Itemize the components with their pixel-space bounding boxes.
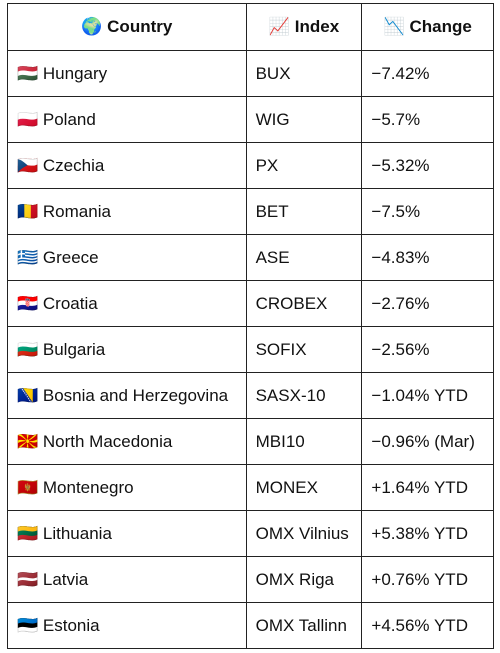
table-cell: −4.83%	[361, 234, 494, 281]
table-cell: SASX-10	[245, 372, 363, 419]
table-row: 🇭🇺 Hungary BUX −7.42%	[7, 50, 494, 97]
header-cell: 🌍 Country	[7, 3, 247, 51]
table-row: 🇱🇻 Latvia OMX Riga +0.76% YTD	[7, 556, 494, 603]
table-cell: −7.5%	[361, 188, 494, 235]
table-cell: 🇲🇰 North Macedonia	[7, 418, 247, 465]
table-row: 🇲🇪 Montenegro MONEX +1.64% YTD	[7, 464, 494, 511]
table-row: 🇷🇴 Romania BET −7.5%	[7, 188, 494, 235]
table-cell: +0.76% YTD	[361, 556, 494, 603]
table-cell: ASE	[245, 234, 363, 281]
table-cell: −5.32%	[361, 142, 494, 189]
table-cell: BET	[245, 188, 363, 235]
table-cell: −2.76%	[361, 280, 494, 327]
table-cell: SOFIX	[245, 326, 363, 373]
table-cell: −5.7%	[361, 96, 494, 143]
table-cell: +4.56% YTD	[361, 602, 494, 649]
table-row: 🇱🇹 Lithuania OMX Vilnius +5.38% YTD	[7, 510, 494, 557]
table-cell: 🇵🇱 Poland	[7, 96, 247, 143]
table-cell: 🇱🇻 Latvia	[7, 556, 247, 603]
table-cell: 🇬🇷 Greece	[7, 234, 247, 281]
table-cell: 🇧🇬 Bulgaria	[7, 326, 247, 373]
table-cell: −2.56%	[361, 326, 494, 373]
table-cell: 🇭🇷 Croatia	[7, 280, 247, 327]
table-row: 🇭🇷 Croatia CROBEX −2.76%	[7, 280, 494, 327]
table-header: 🌍 Country 📈 Index 📉 Change	[7, 3, 494, 51]
table-cell: 🇲🇪 Montenegro	[7, 464, 247, 511]
table-cell: 🇭🇺 Hungary	[7, 50, 247, 97]
table-cell: 🇧🇦 Bosnia and Herzegovina	[7, 372, 247, 419]
table-cell: +5.38% YTD	[361, 510, 494, 557]
table-cell: WIG	[245, 96, 363, 143]
header-row: 🌍 Country 📈 Index 📉 Change	[7, 3, 494, 51]
data-table: 🌍 Country 📈 Index 📉 Change 🇭🇺 Hungary BUX −7…	[7, 3, 494, 649]
table-cell: 🇱🇹 Lithuania	[7, 510, 247, 557]
table-cell: −0.96% (Mar)	[361, 418, 494, 465]
table-cell: MBI10	[245, 418, 363, 465]
table-row: 🇨🇿 Czechia PX −5.32%	[7, 142, 494, 189]
table-row: 🇧🇬 Bulgaria SOFIX −2.56%	[7, 326, 494, 373]
table-cell: +1.64% YTD	[361, 464, 494, 511]
table-cell: PX	[245, 142, 363, 189]
table-row: 🇪🇪 Estonia OMX Tallinn +4.56% YTD	[7, 602, 494, 649]
table-cell: 🇷🇴 Romania	[7, 188, 247, 235]
table-row: 🇧🇦 Bosnia and Herzegovina SASX-10 −1.04% Y…	[7, 372, 494, 419]
table-row: 🇵🇱 Poland WIG −5.7%	[7, 96, 494, 143]
table-row: 🇬🇷 Greece ASE −4.83%	[7, 234, 494, 281]
table-cell: MONEX	[245, 464, 363, 511]
table-cell: 🇪🇪 Estonia	[7, 602, 247, 649]
table-cell: 🇨🇿 Czechia	[7, 142, 247, 189]
header-cell: 📈 Index	[245, 3, 363, 51]
table-cell: BUX	[245, 50, 363, 97]
table-row: 🇲🇰 North Macedonia MBI10 −0.96% (Mar)	[7, 418, 494, 465]
table-cell: CROBEX	[245, 280, 363, 327]
table-cell: OMX Tallinn	[245, 602, 363, 649]
header-cell: 📉 Change	[361, 3, 494, 51]
table-cell: OMX Riga	[245, 556, 363, 603]
table-cell: −7.42%	[361, 50, 494, 97]
table-cell: −1.04% YTD	[361, 372, 494, 419]
table-body: 🇭🇺 Hungary BUX −7.42% 🇵🇱 Poland WIG −5.7% 🇨🇿 C…	[7, 50, 494, 649]
table-cell: OMX Vilnius	[245, 510, 363, 557]
